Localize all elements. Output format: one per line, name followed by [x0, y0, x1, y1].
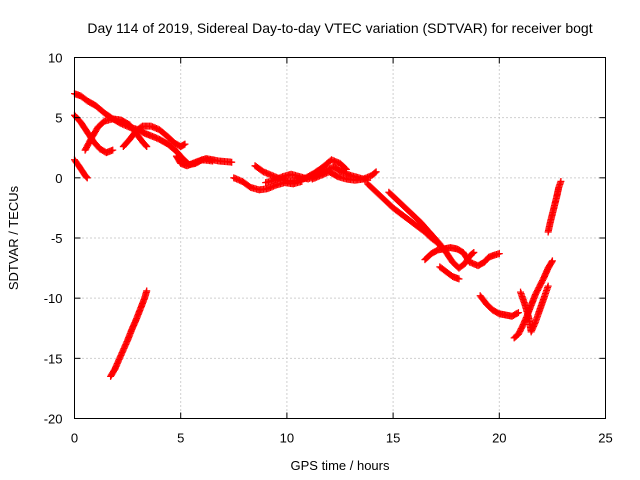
series-track-s [107, 287, 151, 380]
series-track-m [421, 244, 503, 270]
grid-lines [74, 57, 606, 419]
series-track-f [172, 152, 236, 170]
y-tick-label: -10 [44, 291, 63, 306]
plot-frame [74, 57, 606, 419]
data-point-marker [109, 146, 117, 154]
x-tick-label: 20 [492, 431, 506, 446]
data-point-marker [470, 248, 478, 256]
y-tick-label: 10 [48, 51, 62, 66]
data-point-marker [548, 257, 556, 265]
chart-title: Day 114 of 2019, Sidereal Day-to-day VTE… [87, 20, 592, 36]
series-track-o [476, 292, 522, 320]
data-points [71, 90, 565, 380]
x-tick-label: 5 [177, 431, 184, 446]
data-point-marker [544, 282, 552, 290]
data-point-marker [83, 174, 91, 182]
series-track-d [81, 115, 151, 154]
x-tick-label: 25 [598, 431, 612, 446]
data-point-marker [181, 140, 189, 148]
series-track-n [436, 263, 463, 283]
data-point-marker [371, 169, 379, 177]
y-tick-label: -20 [44, 412, 63, 427]
y-tick-label: 5 [55, 111, 62, 126]
x-tick-label: 15 [386, 431, 400, 446]
data-point-marker [143, 287, 151, 295]
series-track-q [517, 282, 552, 336]
data-point-marker [455, 275, 463, 283]
data-point-marker [513, 309, 521, 317]
data-point-marker [142, 142, 150, 150]
axis-ticks: 0 5 10 15 20 25 -20 -15 -10 -5 0 5 10 [44, 51, 613, 446]
x-axis-label: GPS time / hours [291, 458, 390, 473]
data-point-marker [469, 249, 477, 257]
data-point-marker [557, 177, 565, 185]
data-point-marker [143, 143, 151, 151]
series-track-a [71, 156, 91, 182]
y-axis-label: SDTVAR / TECUs [6, 185, 21, 290]
y-tick-label: -5 [51, 231, 63, 246]
data-point-marker [548, 258, 556, 266]
data-point-marker [82, 172, 90, 180]
series-track-l [385, 188, 478, 272]
x-tick-label: 10 [280, 431, 294, 446]
data-point-marker [495, 250, 503, 258]
data-point-marker [83, 173, 91, 181]
series-track-j [308, 168, 380, 184]
y-tick-label: 0 [55, 171, 62, 186]
data-point-marker [228, 158, 236, 166]
series-track-r [544, 177, 565, 236]
data-point-marker [514, 309, 522, 317]
series-track-e [119, 122, 189, 151]
data-point-marker [372, 168, 380, 176]
y-tick-label: -15 [44, 351, 63, 366]
x-tick-label: 0 [71, 431, 78, 446]
